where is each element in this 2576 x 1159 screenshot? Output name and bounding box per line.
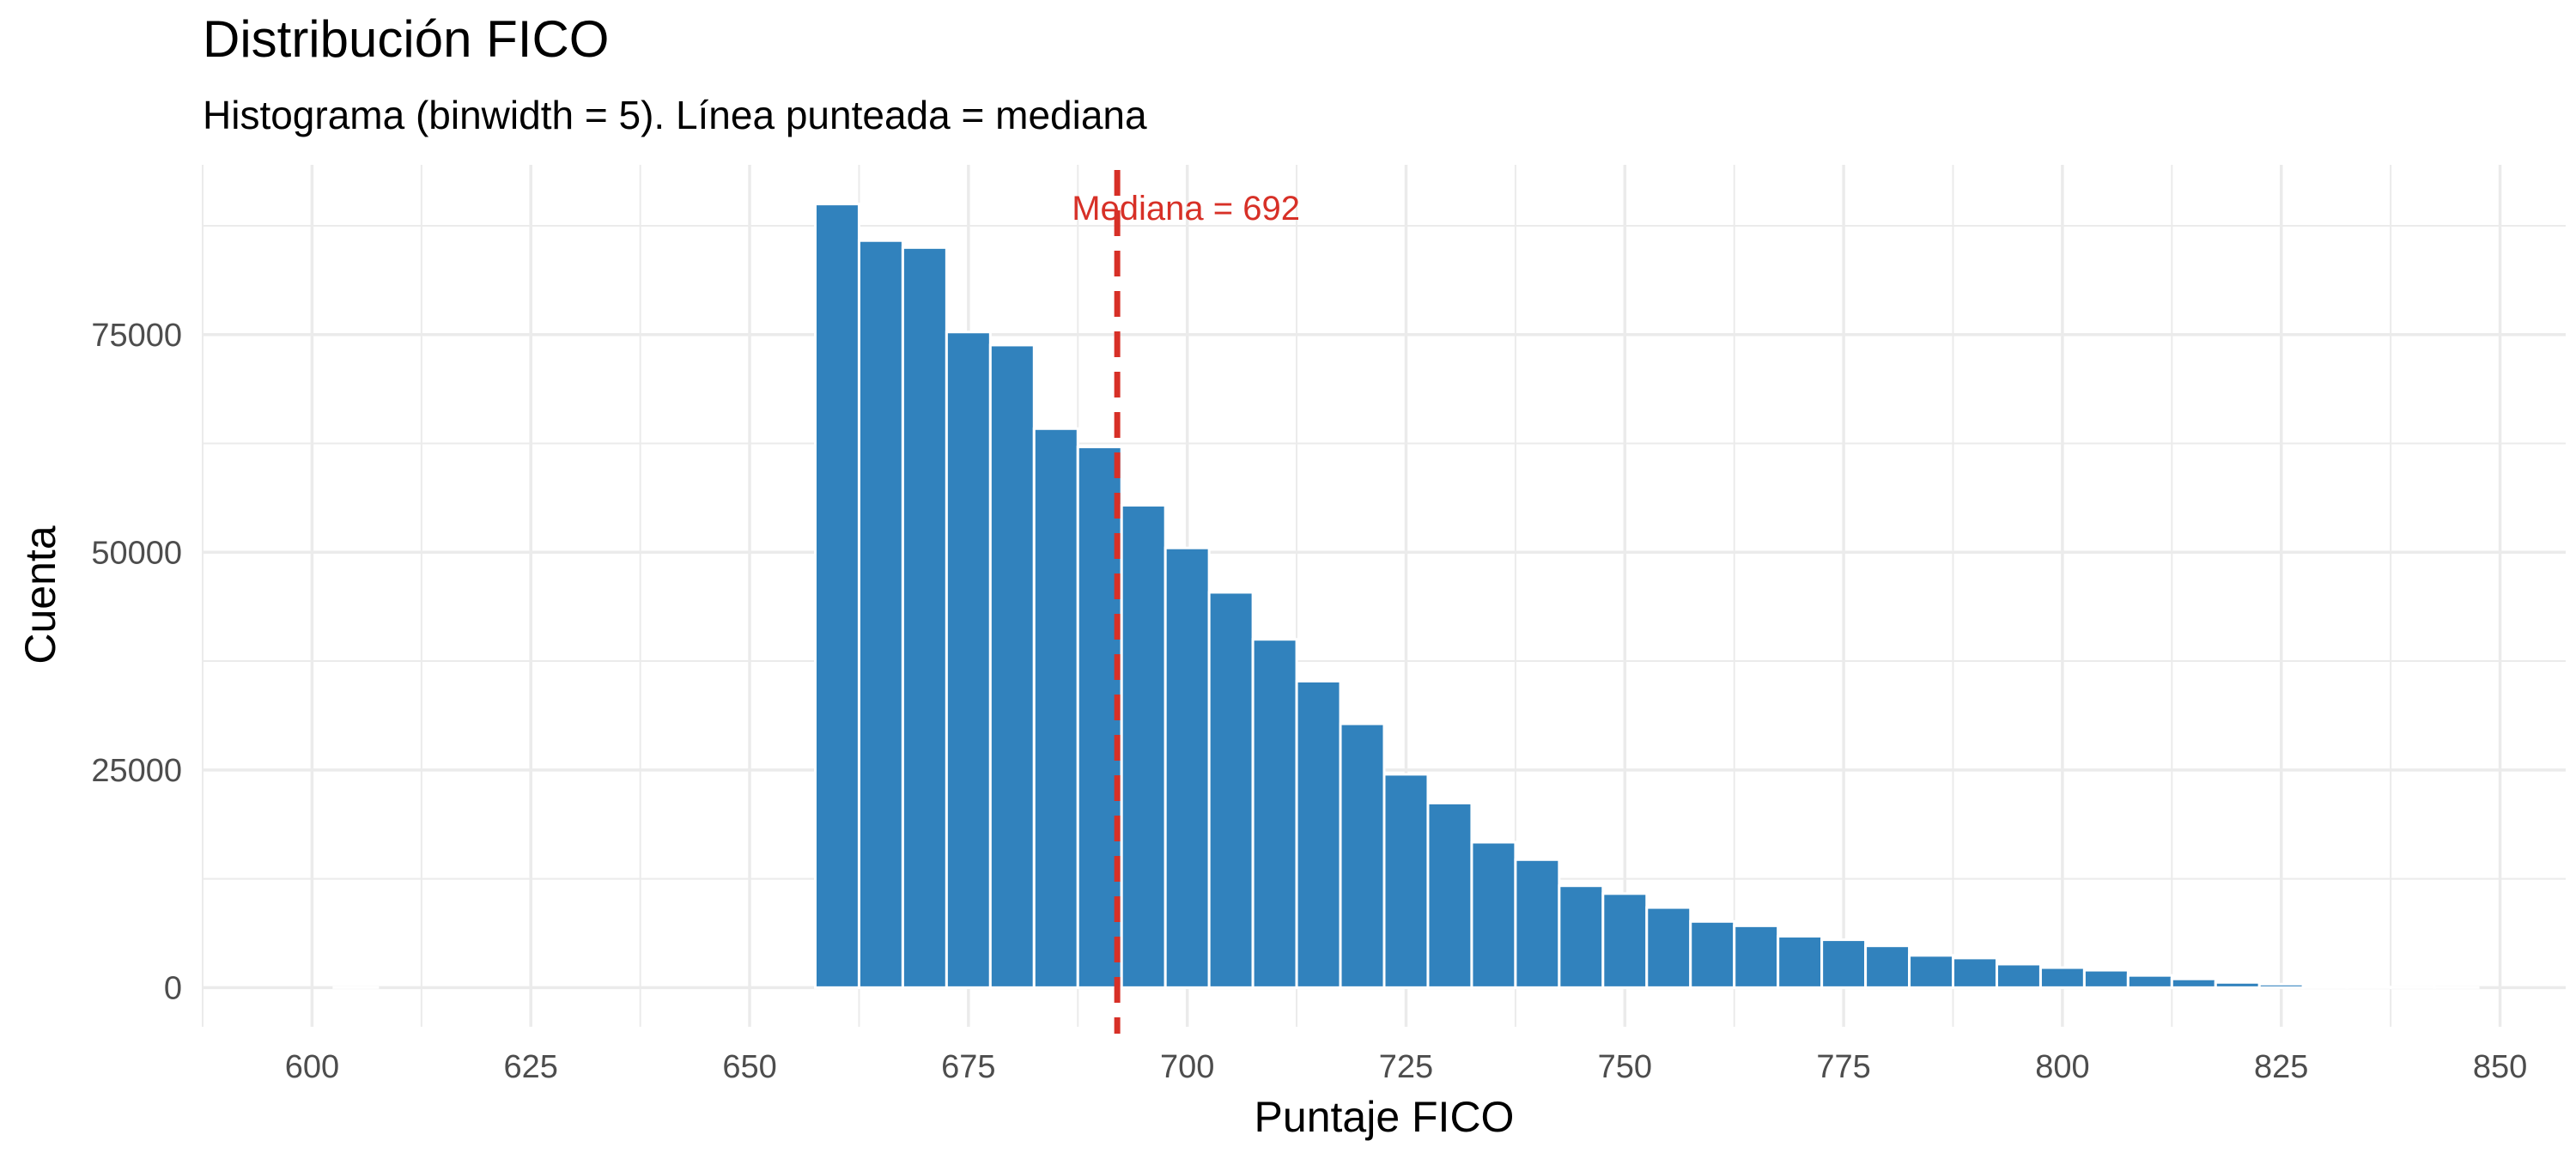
histogram-bar bbox=[2345, 986, 2392, 989]
histogram-bar bbox=[2170, 977, 2217, 989]
y-tick-label: 0 bbox=[164, 970, 182, 1006]
histogram-bar bbox=[1120, 504, 1167, 989]
histogram-bar bbox=[1952, 956, 1998, 989]
x-tick-label: 800 bbox=[2035, 1049, 2089, 1085]
histogram-bar bbox=[1908, 954, 1955, 989]
median-annotation: Mediana = 692 bbox=[1072, 170, 1300, 1034]
x-tick-label: 775 bbox=[1816, 1049, 1870, 1085]
chart-subtitle: Histograma (binwidth = 5). Línea puntead… bbox=[203, 93, 1147, 137]
y-axis-ticks: 0 25000 50000 75000 bbox=[91, 318, 182, 1007]
histogram-bar bbox=[1426, 801, 1473, 989]
x-axis-title: Puntaje FICO bbox=[1255, 1093, 1515, 1141]
chart-title: Distribución FICO bbox=[203, 10, 609, 68]
x-tick-label: 625 bbox=[504, 1049, 558, 1085]
histogram-bar bbox=[1032, 427, 1079, 989]
y-axis-title: Cuenta bbox=[16, 525, 64, 664]
histogram-bar bbox=[1558, 884, 1605, 989]
x-tick-label: 725 bbox=[1379, 1049, 1433, 1085]
histogram-bar bbox=[1601, 892, 1649, 989]
histogram-bar bbox=[1733, 924, 1780, 989]
histogram-bar bbox=[1864, 944, 1911, 989]
histogram-bar bbox=[945, 331, 992, 989]
x-tick-label: 600 bbox=[285, 1049, 339, 1085]
histogram-bar bbox=[813, 203, 860, 989]
histogram-bars bbox=[332, 203, 2480, 989]
x-tick-label: 650 bbox=[722, 1049, 776, 1085]
x-axis-ticks: 600 625 650 675 700 725 750 775 800 825 850 bbox=[285, 1049, 2528, 1085]
x-tick-label: 750 bbox=[1598, 1049, 1652, 1085]
median-label: Mediana = 692 bbox=[1072, 190, 1300, 228]
y-tick-label: 75000 bbox=[91, 318, 182, 354]
grid-lines bbox=[202, 165, 2566, 1027]
histogram-bar bbox=[2038, 966, 2086, 989]
histogram-bar bbox=[2257, 982, 2305, 989]
histogram-bar bbox=[1207, 591, 1255, 989]
histogram-bar bbox=[1382, 773, 1430, 989]
histogram-bar bbox=[2301, 985, 2348, 989]
histogram-bar bbox=[1514, 858, 1561, 989]
histogram-bar bbox=[1689, 919, 1736, 989]
histogram-bar bbox=[1339, 722, 1386, 989]
histogram-bar bbox=[1295, 679, 1342, 989]
histogram-bar bbox=[988, 343, 1036, 989]
x-tick-label: 825 bbox=[2254, 1049, 2308, 1085]
histogram-bar bbox=[1777, 935, 1824, 989]
histogram-bar bbox=[1995, 962, 2042, 989]
histogram-bar bbox=[901, 246, 948, 989]
histogram-bar bbox=[2214, 980, 2261, 989]
histogram-bar bbox=[2126, 974, 2173, 989]
x-tick-label: 700 bbox=[1160, 1049, 1214, 1085]
y-tick-label: 25000 bbox=[91, 753, 182, 789]
histogram-bar bbox=[1470, 840, 1517, 989]
histogram-bar bbox=[1163, 546, 1211, 989]
x-tick-label: 675 bbox=[941, 1049, 995, 1085]
histogram-bar bbox=[1645, 906, 1692, 989]
histogram-bar bbox=[1820, 938, 1868, 989]
histogram-bar bbox=[1251, 638, 1298, 989]
histogram-bar bbox=[2082, 968, 2129, 989]
y-tick-label: 50000 bbox=[91, 535, 182, 571]
histogram-bar bbox=[857, 239, 904, 989]
x-tick-label: 850 bbox=[2473, 1049, 2527, 1085]
